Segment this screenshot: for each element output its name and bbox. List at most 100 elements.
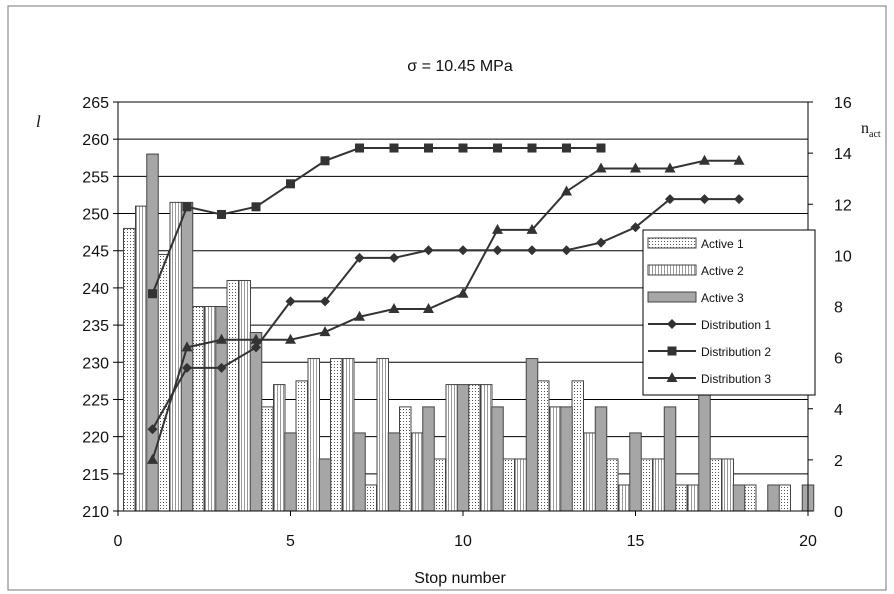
distribution-2-point <box>493 143 502 153</box>
y-tick-label: 230 <box>82 355 109 372</box>
y-tick-label: 240 <box>82 281 109 298</box>
y2-tick-label: 4 <box>834 402 843 419</box>
bar-active-3 <box>525 358 539 512</box>
distribution-2-point <box>148 289 157 299</box>
distribution-3-point <box>699 154 710 165</box>
y-tick-label: 245 <box>82 244 109 261</box>
y2-tick-label: 12 <box>834 197 852 214</box>
bar-active-1 <box>261 406 274 512</box>
bar-active-1 <box>502 458 515 512</box>
legend-label: Distribution 3 <box>701 372 771 386</box>
bar-active-2 <box>480 384 493 512</box>
bar-active-2 <box>411 432 424 512</box>
y-tick-label: 255 <box>82 169 109 186</box>
distribution-3-point <box>216 333 227 344</box>
bar-active-2 <box>238 279 251 512</box>
bar-active-2 <box>135 205 148 512</box>
distribution-1-point <box>527 245 537 256</box>
bar-active-2 <box>169 201 182 512</box>
distribution-2-line <box>151 147 601 295</box>
distribution-2-point <box>424 143 433 153</box>
distribution-3-point <box>595 162 607 173</box>
distribution-1-point <box>423 245 434 256</box>
bar-active-2 <box>652 458 665 512</box>
distribution-1-point <box>216 362 227 373</box>
distribution-1-line <box>151 198 739 430</box>
distribution-3-point <box>526 223 538 234</box>
bar-active-3 <box>318 458 332 512</box>
bar-active-2 <box>549 406 562 512</box>
distribution-1-point <box>285 296 296 307</box>
bar-active-3 <box>698 384 711 512</box>
bar-active-3 <box>491 406 504 512</box>
distribution-3-point <box>664 162 676 173</box>
bar-active-3 <box>663 406 677 512</box>
distribution-1-point <box>492 245 503 256</box>
bar-active-3 <box>732 484 746 512</box>
distribution-2-point <box>596 143 606 153</box>
bar-active-2 <box>204 306 217 512</box>
distribution-2-point <box>286 179 295 189</box>
bar-active-2 <box>721 458 734 512</box>
distribution-3-point <box>354 310 365 321</box>
distribution-1-point <box>458 245 468 256</box>
bar-active-1 <box>157 253 170 512</box>
distribution-2-point <box>251 202 261 212</box>
bar-active-1 <box>295 380 308 512</box>
legend-label: Active 3 <box>701 291 744 305</box>
y2-tick-label: 14 <box>834 146 852 163</box>
distribution-3-point <box>319 326 331 337</box>
x-axis-label: Stop number <box>414 570 506 587</box>
bar-active-3 <box>456 384 470 512</box>
distribution-3-line <box>151 159 739 461</box>
bar-active-3 <box>629 432 642 512</box>
distribution-1-point <box>320 296 330 307</box>
bar-active-3 <box>180 201 194 512</box>
y-tick-label: 210 <box>82 504 109 521</box>
bar-active-3 <box>594 406 608 512</box>
bar-active-3 <box>422 406 435 512</box>
bar-active-1 <box>433 458 446 512</box>
distribution-3-point <box>457 287 469 298</box>
y2-tick-label: 0 <box>834 504 843 521</box>
bar-active-3 <box>387 432 401 512</box>
legend: Active 1 Active 2 Active 3 Distribution 1 Di… <box>642 229 816 396</box>
legend-label: Active 2 <box>701 264 744 278</box>
bar-active-1 <box>640 458 653 512</box>
bar-active-3 <box>284 432 297 512</box>
legend-swatch <box>647 264 697 276</box>
y2-tick-label: 6 <box>834 351 843 368</box>
bar-active-3 <box>353 432 366 512</box>
distribution-2-point <box>527 143 537 153</box>
legend-label: Active 1 <box>701 237 744 251</box>
distribution-2-point <box>182 202 192 212</box>
bar-active-2 <box>687 484 700 512</box>
legend-swatch <box>647 291 697 303</box>
bar-active-1 <box>606 458 619 512</box>
distribution-3-point <box>388 303 400 314</box>
distribution-3-point <box>630 162 641 173</box>
distribution-1-point <box>596 237 606 248</box>
distribution-3-point <box>423 303 434 314</box>
distribution-2-point <box>562 143 571 153</box>
bar-active-2 <box>583 432 596 512</box>
axes: 210 215 220 225 230 235 240 245 250 255 260 265 0 2 4 6… <box>82 95 852 550</box>
y2-tick-label: 10 <box>834 248 852 265</box>
y-tick-label: 250 <box>82 207 109 224</box>
distribution-1-point <box>665 194 675 205</box>
bar-active-2 <box>307 358 320 512</box>
y2-tick-label: 16 <box>834 95 852 112</box>
y-tick-label: 220 <box>82 430 109 447</box>
distribution-2-point <box>355 143 364 153</box>
bar-active-1 <box>468 384 481 512</box>
distribution-1-point <box>734 194 744 205</box>
bar-active-1 <box>744 484 757 512</box>
distribution-3-point <box>561 185 572 196</box>
bar-active-1 <box>226 279 239 512</box>
distribution-3-point <box>250 333 262 344</box>
distribution-1-point <box>699 194 710 205</box>
distribution-1-point <box>561 245 572 256</box>
distribution-3-point <box>285 333 296 344</box>
bar-active-1 <box>778 484 791 512</box>
